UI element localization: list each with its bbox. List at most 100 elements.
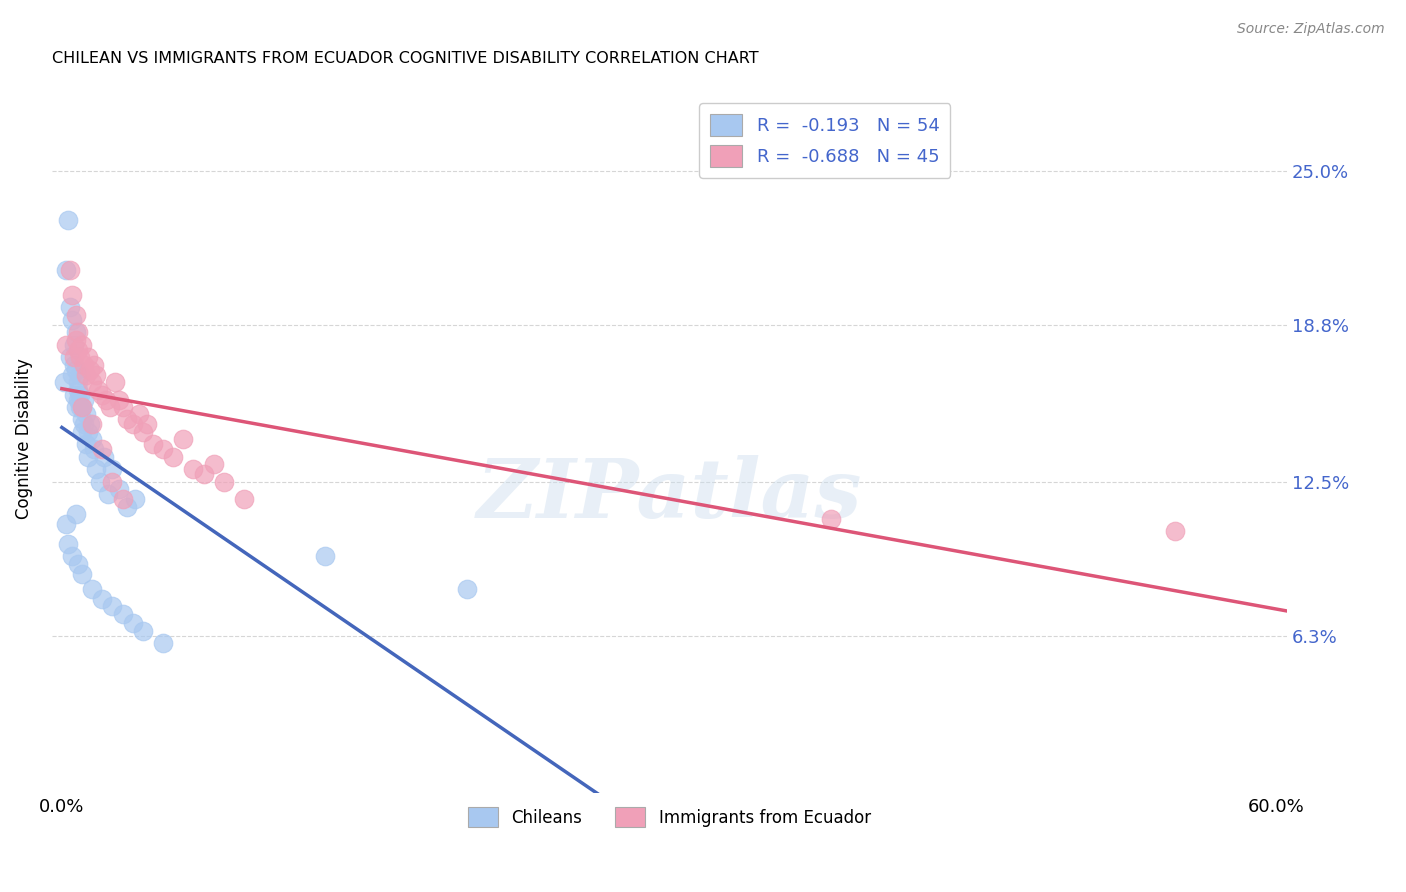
Point: [60, 549, 83, 564]
Point: [67, 375, 90, 389]
Point: [67, 392, 90, 407]
Point: [135, 417, 157, 432]
Point: [115, 412, 138, 426]
Point: [65, 362, 87, 376]
Point: [193, 467, 215, 482]
Point: [73, 392, 96, 407]
Point: [183, 462, 205, 476]
Point: [202, 457, 225, 471]
Point: [60, 368, 83, 382]
Point: [65, 507, 87, 521]
Point: [111, 491, 134, 506]
Point: [63, 338, 86, 352]
Point: [59, 350, 82, 364]
Point: [55, 338, 77, 352]
Point: [69, 368, 91, 382]
Point: [115, 500, 138, 514]
Point: [128, 408, 150, 422]
Point: [1164, 524, 1187, 539]
Point: [60, 288, 83, 302]
Point: [121, 616, 143, 631]
Point: [132, 425, 155, 439]
Point: [152, 442, 174, 457]
Text: ZIPatlas: ZIPatlas: [477, 455, 862, 535]
Point: [103, 375, 125, 389]
Point: [79, 362, 101, 376]
Point: [73, 358, 96, 372]
Point: [142, 437, 165, 451]
Point: [162, 450, 184, 464]
Point: [65, 326, 87, 340]
Point: [56, 213, 79, 227]
Point: [55, 263, 77, 277]
Point: [152, 636, 174, 650]
Point: [111, 400, 134, 414]
Point: [101, 599, 124, 613]
Point: [456, 582, 478, 596]
Point: [77, 350, 100, 364]
Point: [70, 400, 93, 414]
Point: [70, 338, 93, 352]
Point: [314, 549, 336, 564]
Point: [107, 482, 129, 496]
Point: [67, 343, 90, 357]
Point: [82, 417, 104, 432]
Point: [70, 412, 93, 426]
Point: [91, 387, 114, 401]
Point: [69, 387, 91, 401]
Point: [70, 566, 93, 581]
Point: [233, 491, 256, 506]
Point: [111, 607, 134, 621]
Point: [77, 450, 100, 464]
Point: [52, 375, 75, 389]
Point: [70, 400, 93, 414]
Point: [97, 487, 120, 501]
Point: [75, 368, 97, 382]
Point: [59, 301, 82, 315]
Point: [87, 383, 110, 397]
Point: [63, 387, 86, 401]
Point: [212, 475, 235, 489]
Text: Source: ZipAtlas.com: Source: ZipAtlas.com: [1237, 22, 1385, 37]
Point: [91, 442, 114, 457]
Point: [59, 263, 82, 277]
Point: [82, 582, 104, 596]
Point: [100, 400, 122, 414]
Point: [69, 400, 91, 414]
Point: [89, 475, 111, 489]
Point: [121, 417, 143, 432]
Point: [73, 417, 96, 432]
Point: [75, 437, 97, 451]
Point: [56, 537, 79, 551]
Point: [83, 358, 105, 372]
Point: [77, 425, 100, 439]
Point: [70, 425, 93, 439]
Point: [79, 417, 101, 432]
Point: [63, 358, 86, 372]
Point: [65, 308, 87, 322]
Legend: Chileans, Immigrants from Ecuador: Chileans, Immigrants from Ecuador: [461, 800, 877, 834]
Point: [67, 326, 90, 340]
Text: CHILEAN VS IMMIGRANTS FROM ECUADOR COGNITIVE DISABILITY CORRELATION CHART: CHILEAN VS IMMIGRANTS FROM ECUADOR COGNI…: [52, 51, 758, 66]
Point: [82, 375, 104, 389]
Point: [65, 400, 87, 414]
Point: [93, 450, 115, 464]
Point: [65, 333, 87, 347]
Point: [124, 491, 146, 506]
Point: [96, 392, 118, 407]
Point: [67, 383, 90, 397]
Point: [172, 433, 194, 447]
Point: [101, 475, 124, 489]
Point: [69, 350, 91, 364]
Point: [107, 392, 129, 407]
Point: [83, 442, 105, 457]
Point: [84, 462, 107, 476]
Point: [55, 516, 77, 531]
Point: [75, 408, 97, 422]
Y-axis label: Cognitive Disability: Cognitive Disability: [15, 358, 32, 518]
Point: [84, 368, 107, 382]
Point: [101, 462, 124, 476]
Point: [820, 512, 842, 526]
Point: [67, 557, 90, 571]
Point: [63, 350, 86, 364]
